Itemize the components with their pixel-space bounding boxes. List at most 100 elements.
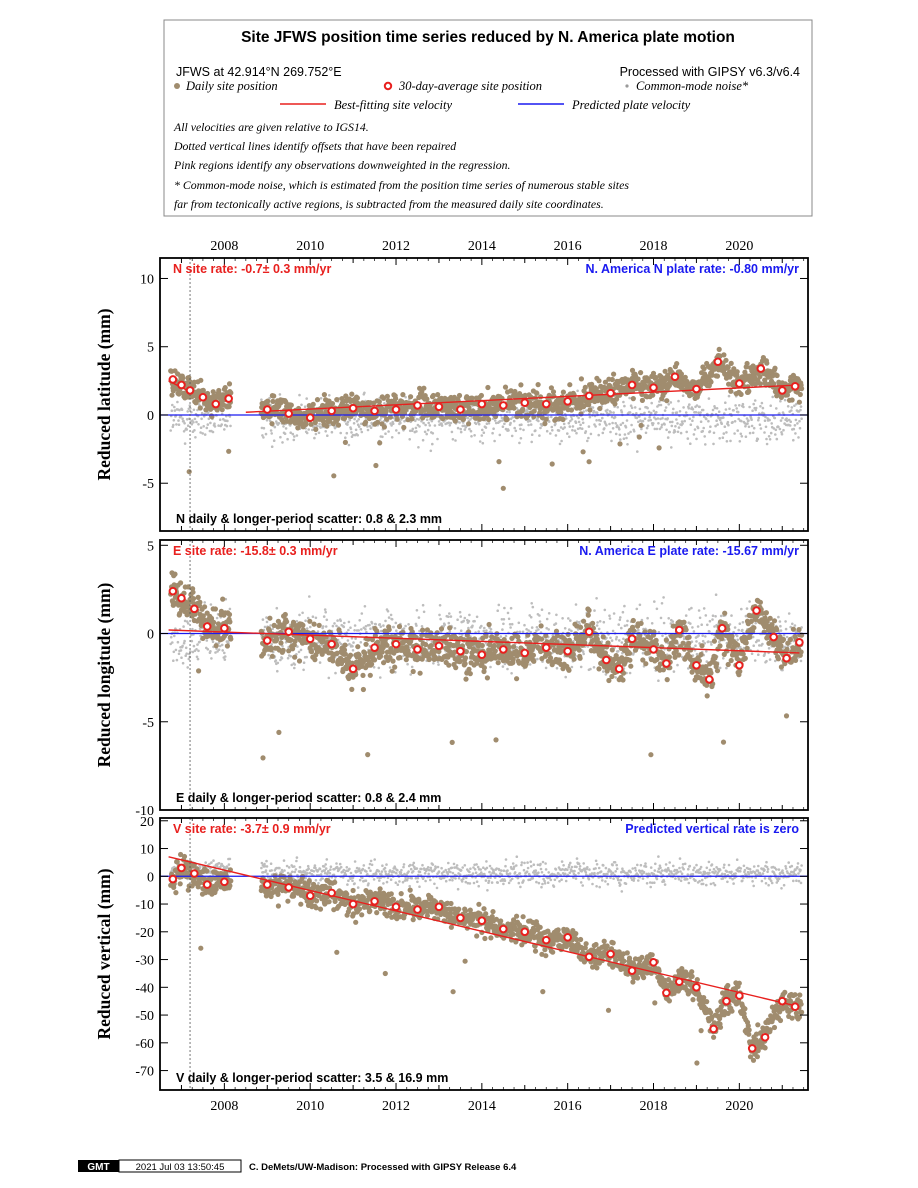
common-mode-point: [616, 405, 619, 409]
common-mode-point: [498, 433, 502, 437]
common-mode-point: [792, 438, 795, 442]
common-mode-point: [217, 424, 220, 427]
common-mode-point: [514, 429, 518, 433]
common-mode-point: [576, 389, 579, 393]
common-mode-point: [608, 617, 612, 620]
common-mode-point: [753, 659, 757, 662]
common-mode-point: [703, 642, 706, 645]
common-mode-point: [750, 424, 754, 428]
common-mode-point: [615, 635, 618, 639]
common-mode-point: [352, 422, 356, 425]
common-mode-point: [278, 393, 282, 396]
daily-point: [222, 385, 228, 391]
daily-point: [342, 439, 348, 445]
daily-point: [486, 621, 492, 628]
common-mode-point: [729, 439, 732, 443]
daily-point: [268, 647, 274, 653]
common-mode-point: [221, 649, 224, 652]
daily-point: [708, 379, 714, 385]
common-mode-point: [564, 675, 567, 679]
common-mode-point: [216, 650, 219, 653]
common-mode-point: [658, 427, 662, 431]
daily-point: [269, 421, 275, 427]
average-point: [606, 388, 615, 398]
common-mode-point: [611, 427, 615, 430]
average-point: [434, 402, 444, 412]
common-mode-point: [781, 416, 784, 420]
common-mode-point: [186, 424, 190, 428]
common-mode-point: [712, 431, 716, 435]
common-mode-point: [757, 653, 760, 656]
common-mode-point: [317, 431, 321, 435]
common-mode-point: [355, 420, 359, 423]
common-mode-point: [321, 625, 325, 628]
common-mode-point: [217, 648, 221, 651]
daily-point: [551, 393, 557, 399]
common-mode-point: [262, 426, 266, 430]
common-mode-point: [363, 391, 366, 395]
common-mode-point: [437, 420, 441, 423]
y-tick-label: 5: [147, 341, 154, 356]
daily-point: [457, 658, 463, 664]
common-mode-point: [540, 608, 544, 611]
common-mode-point: [298, 613, 301, 617]
common-mode-point: [660, 423, 664, 427]
daily-point: [405, 417, 411, 423]
common-mode-point: [437, 663, 440, 666]
daily-point: [291, 642, 297, 648]
common-mode-point: [711, 408, 715, 412]
common-mode-point: [210, 657, 213, 660]
common-mode-point: [172, 419, 176, 422]
common-mode-point: [438, 613, 441, 617]
daily-point: [341, 415, 348, 421]
daily-point: [515, 634, 521, 640]
daily-point: [296, 658, 303, 664]
common-mode-point: [264, 432, 268, 436]
figure-title: Site JFWS position time series reduced b…: [241, 29, 735, 46]
common-mode-point: [630, 406, 634, 410]
common-mode-point: [538, 614, 541, 617]
common-mode-point: [661, 634, 664, 638]
common-mode-point: [563, 426, 566, 429]
daily-point: [463, 649, 469, 655]
common-mode-point: [778, 412, 781, 415]
daily-point: [390, 658, 396, 664]
common-mode-point: [618, 639, 621, 642]
common-mode-point: [690, 606, 693, 610]
daily-point: [213, 643, 219, 649]
daily-point: [201, 617, 207, 623]
daily-point: [408, 638, 414, 645]
daily-point: [339, 396, 345, 402]
daily-point: [379, 649, 385, 655]
daily-point: [190, 589, 196, 595]
common-mode-point: [655, 427, 659, 431]
common-mode-point: [228, 607, 232, 611]
daily-point: [417, 670, 423, 676]
common-mode-point: [368, 623, 371, 627]
common-mode-point: [747, 425, 751, 429]
common-mode-point: [680, 420, 684, 423]
daily-point: [329, 401, 336, 407]
common-mode-point: [260, 398, 263, 402]
common-mode-point: [625, 436, 628, 440]
common-mode-point: [798, 426, 802, 430]
daily-point: [397, 654, 403, 661]
daily-point: [611, 371, 617, 377]
common-mode-point: [223, 428, 226, 431]
common-mode-point: [719, 614, 723, 618]
plot-area-east: [160, 540, 808, 810]
common-mode-point: [202, 425, 205, 428]
common-mode-point: [561, 617, 564, 620]
common-mode-point: [289, 654, 293, 658]
daily-point: [709, 372, 715, 378]
common-mode-point: [638, 415, 641, 418]
daily-point: [474, 658, 480, 665]
daily-point: [202, 604, 208, 610]
common-mode-point: [610, 639, 614, 642]
common-mode-point: [175, 658, 179, 662]
daily-point: [269, 653, 275, 659]
common-mode-point: [629, 404, 633, 408]
common-mode-point: [404, 395, 407, 399]
common-mode-point: [381, 435, 384, 439]
common-mode-point: [689, 442, 692, 446]
